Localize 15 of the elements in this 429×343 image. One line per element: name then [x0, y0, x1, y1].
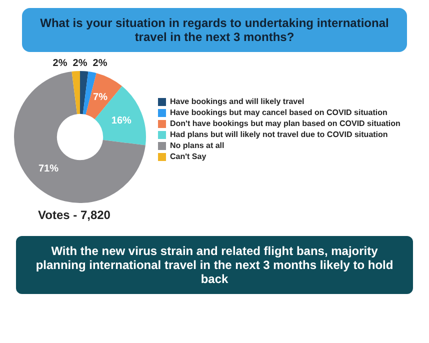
legend-label: Had plans but will likely not travel due to COVID situation: [170, 130, 388, 139]
legend-label: No plans at all: [170, 141, 224, 150]
legend-label: Can't Say: [170, 152, 206, 161]
legend-label: Have bookings and will likely travel: [170, 97, 304, 106]
text: With the new virus strain and related flight bans, majority planning international travel in the next 3 months likely to hold back: [16, 236, 413, 294]
legend-label: Have bookings but may cancel based on COVID situation: [170, 108, 388, 117]
chart-title: What is your situation in regards to undertaking international travel in the next 3 months?: [22, 8, 407, 52]
text: Votes - 7,820: [38, 208, 112, 222]
data-label: 71%: [38, 163, 59, 174]
data-label: 2%: [92, 58, 108, 69]
data-label: 2%: [72, 58, 88, 69]
data-label: 16%: [111, 115, 132, 126]
data-label: 7%: [93, 92, 108, 104]
data-label: 2%: [52, 58, 68, 69]
legend-label: Don't have bookings but may plan based on COVID situation: [170, 119, 400, 128]
